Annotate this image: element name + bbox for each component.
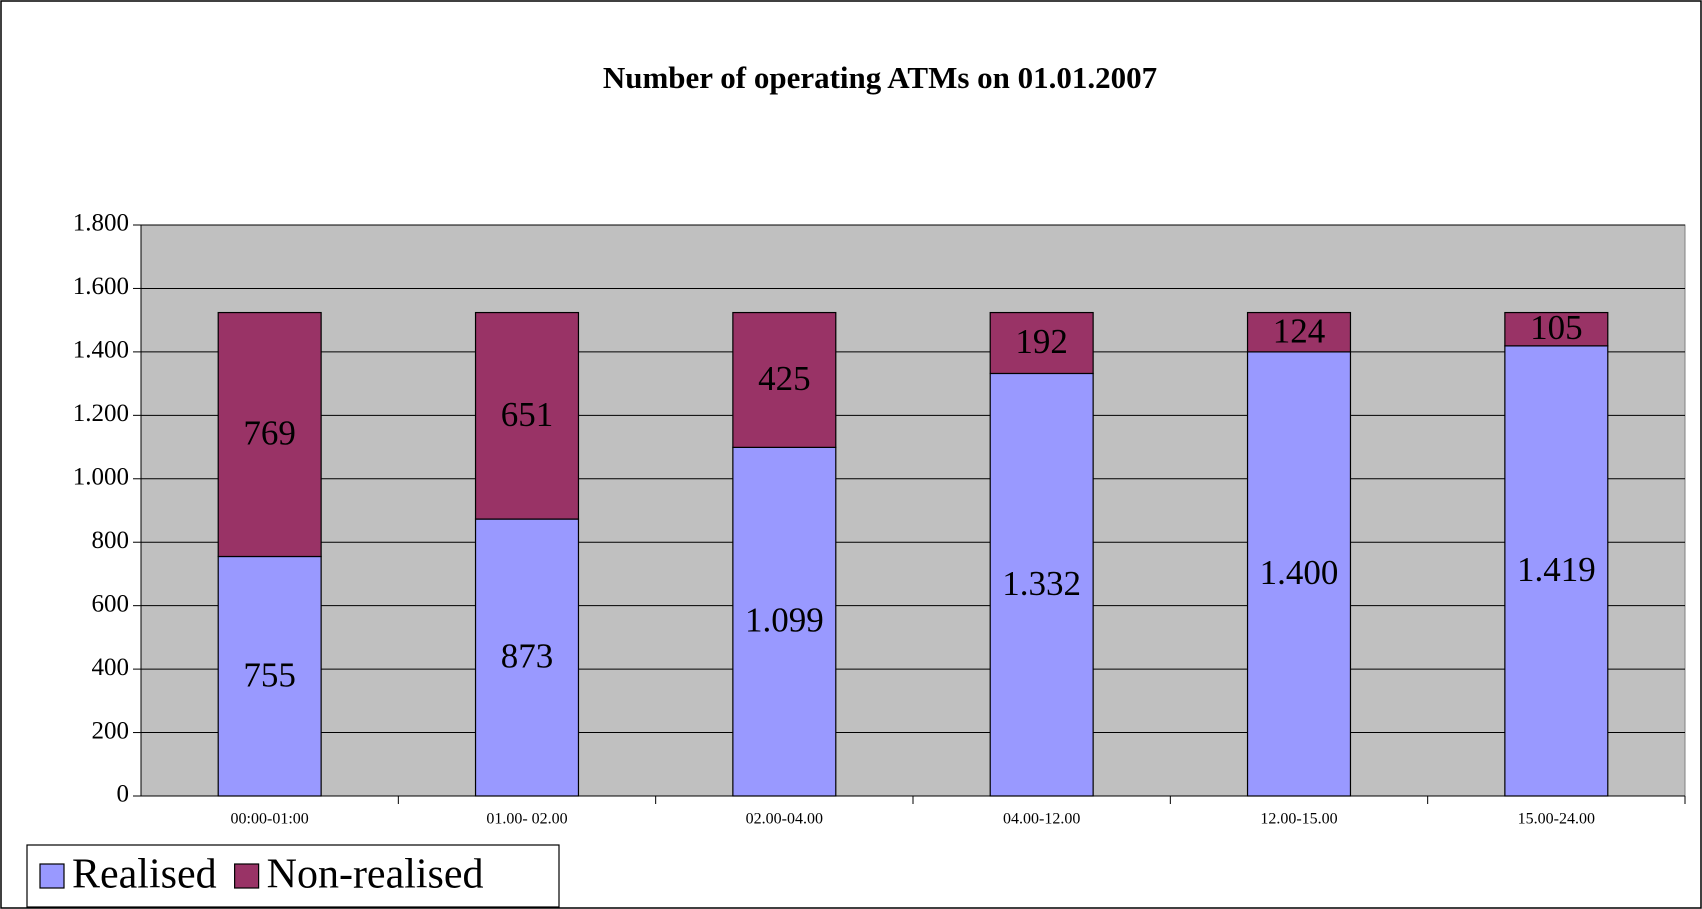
data-label: 769 (243, 414, 296, 453)
bar-segment (1504, 345, 1609, 797)
data-label: 651 (501, 395, 554, 434)
bar-segment (1504, 311, 1609, 347)
bar-segment (474, 311, 580, 520)
data-label: 105 (1530, 308, 1583, 347)
data-label: 755 (243, 655, 296, 694)
y-tick-label: 800 (92, 527, 130, 554)
x-tick-label: 12.00-15.00 (1260, 811, 1337, 828)
bar-segment (989, 372, 1094, 797)
y-tick-label: 200 (92, 717, 130, 744)
bar-segment (474, 518, 580, 797)
y-tick-label: 1.800 (73, 210, 129, 237)
bar-segment (217, 555, 322, 797)
data-label: 1.099 (745, 601, 824, 640)
legend-swatch (39, 863, 65, 889)
data-label: 124 (1273, 311, 1326, 350)
data-label: 1.332 (1002, 564, 1081, 603)
bar-segment (1246, 351, 1352, 797)
data-label: 192 (1015, 322, 1068, 361)
data-label: 425 (758, 359, 811, 398)
x-tick-label: 02.00-04.00 (746, 811, 823, 828)
bar-segment (732, 446, 837, 797)
y-tick-label: 1.600 (73, 273, 129, 300)
legend-label: Realised (72, 852, 217, 898)
data-label: 1.419 (1517, 550, 1596, 589)
y-tick-label: 1.200 (73, 400, 129, 427)
x-tick-label: 04.00-12.00 (1003, 811, 1080, 828)
x-tick-label: 01.00- 02.00 (486, 811, 567, 828)
bar-segment (1246, 311, 1352, 353)
plot-area (140, 224, 1686, 797)
y-tick-label: 1.000 (73, 464, 129, 491)
bar-segment (732, 311, 837, 448)
legend-swatch (234, 863, 260, 889)
y-tick-label: 600 (92, 590, 130, 617)
bar-segment (989, 311, 1094, 375)
y-tick-label: 1.400 (73, 337, 129, 364)
x-tick-label: 00:00-01:00 (231, 811, 309, 828)
x-tick-label: 15.00-24.00 (1518, 811, 1595, 828)
chart-title: Number of operating ATMs on 01.01.2007 (603, 60, 1157, 95)
y-tick-label: 0 (117, 781, 130, 808)
y-tick-label: 400 (92, 654, 130, 681)
legend-box (26, 844, 560, 908)
data-label: 873 (501, 637, 554, 676)
data-label: 1.400 (1260, 553, 1339, 592)
legend-label: Non-realised (267, 852, 484, 898)
bar-segment (217, 311, 322, 558)
